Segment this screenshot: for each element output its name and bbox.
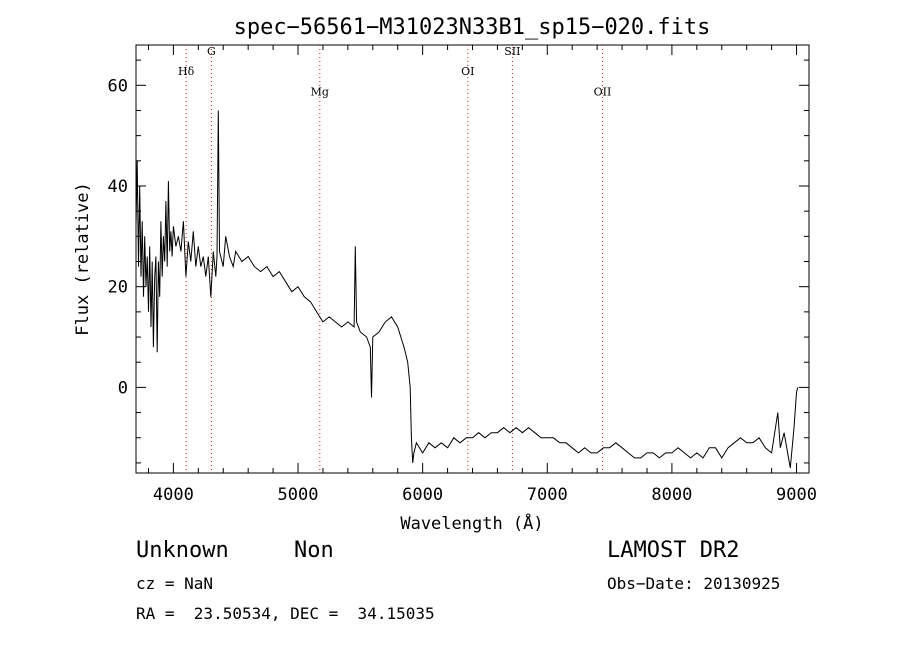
axis-ticks	[136, 45, 809, 473]
x-tick-label: 9000	[776, 485, 817, 505]
redshift-text: cz = NaN	[136, 574, 214, 593]
x-axis-label: Wavelength (Å)	[400, 512, 543, 534]
coordinates-text: RA = 23.50534, DEC = 34.15035	[136, 604, 435, 623]
y-axis-label: Flux (relative)	[73, 182, 93, 336]
chart-title: spec−56561−M31023N33B1_sp15−020.fits	[234, 15, 711, 40]
x-tick-label: 6000	[402, 485, 443, 505]
observation-date-text: Obs−Date: 20130925	[607, 574, 781, 593]
x-tick-label: 4000	[153, 485, 194, 505]
tick-labels: 4000 5000 6000 7000 8000 9000 0 20 40 60	[108, 76, 817, 505]
x-tick-label: 7000	[527, 485, 568, 505]
spectral-line-label: Hδ	[178, 65, 195, 78]
spectral-line-label: SII	[504, 45, 520, 58]
spectral-line-label: OI	[461, 65, 474, 78]
plot-frame	[135, 44, 810, 474]
object-class-label: Unknown	[136, 538, 229, 563]
y-tick-label: 40	[108, 177, 128, 197]
y-tick-label: 60	[108, 76, 128, 96]
annotation-lines	[185, 45, 603, 473]
annotation-labels: Hδ G Mg OI SII OII	[178, 45, 611, 98]
x-tick-label: 8000	[651, 485, 692, 505]
spectrum-line	[135, 110, 799, 469]
y-tick-label: 20	[108, 278, 128, 298]
spectral-line-label: OII	[594, 85, 612, 98]
x-tick-label: 5000	[278, 485, 319, 505]
spectral-line-label: Mg	[311, 85, 329, 98]
spectral-line-label: G	[207, 45, 216, 58]
object-subclass-label: Non	[294, 538, 334, 563]
survey-label: LAMOST DR2	[607, 538, 740, 563]
y-tick-label: 0	[118, 378, 128, 398]
